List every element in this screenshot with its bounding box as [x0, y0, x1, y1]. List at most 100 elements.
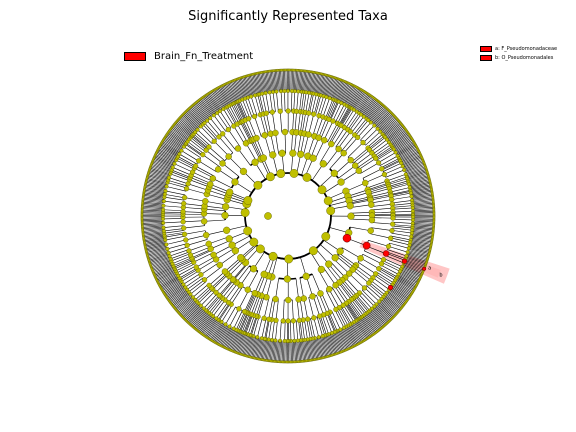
branch-line: [340, 329, 351, 349]
branch-line: [378, 301, 395, 317]
branch-line: [257, 296, 265, 317]
branch-line: [186, 188, 207, 195]
branch-line: [317, 74, 324, 95]
branch-line: [189, 107, 204, 124]
branch-line: [249, 74, 256, 96]
taxon-node: [362, 179, 369, 187]
branch-line: [408, 176, 429, 183]
branch-line: [283, 340, 285, 362]
branch-line: [250, 140, 261, 160]
branch-line: [387, 176, 407, 184]
branch-line: [410, 241, 431, 247]
branch-line: [360, 317, 374, 335]
branch-line: [275, 278, 279, 300]
branch-line: [183, 207, 205, 210]
branch-line: [218, 279, 234, 296]
taxon-node: [251, 158, 259, 166]
branch-line: [379, 266, 398, 278]
taxon-node: [385, 243, 392, 249]
taxon-node: [377, 299, 382, 304]
branch-line: [315, 73, 321, 95]
branch-line: [411, 193, 433, 198]
branch-line: [144, 188, 166, 193]
branch-line: [363, 315, 377, 333]
branch-line: [331, 333, 339, 354]
branch-line: [410, 186, 432, 192]
branch-line: [143, 233, 165, 238]
branch-line: [244, 314, 252, 334]
branch-line: [232, 103, 243, 122]
branch-line: [233, 263, 248, 281]
taxon-node: [261, 315, 267, 321]
taxon-node: [389, 228, 395, 234]
branch-line: [362, 316, 376, 334]
branch-line: [294, 340, 296, 362]
branch-line: [386, 173, 406, 182]
branch-line: [382, 120, 399, 135]
branch-line: [349, 324, 361, 343]
taxon-node: [161, 220, 166, 225]
branch-line: [319, 293, 328, 314]
branch-line: [226, 329, 236, 349]
branch-line: [319, 336, 325, 358]
branch-line: [326, 77, 334, 98]
branch-line: [218, 302, 230, 320]
branch-line: [353, 297, 367, 314]
branch-line: [369, 282, 386, 296]
branch-line: [213, 115, 227, 132]
branch-line: [324, 314, 333, 334]
taxon-node: [347, 129, 354, 135]
branch-line: [164, 194, 185, 199]
branch-line: [196, 256, 215, 268]
taxon-node: [202, 198, 209, 205]
branch-line: [237, 148, 251, 166]
branch-line: [408, 246, 430, 253]
branch-line: [271, 340, 275, 362]
branch-line: [402, 156, 422, 166]
branch-line: [146, 177, 168, 185]
branch-line: [246, 293, 256, 313]
branch-line: [183, 225, 205, 229]
branch-line: [370, 199, 392, 204]
branch-line: [168, 287, 186, 301]
branch-line: [224, 84, 235, 104]
taxon-node: [172, 161, 177, 166]
taxon-node: [328, 140, 335, 148]
branch-line: [144, 189, 166, 195]
branch-line: [351, 90, 363, 109]
branch-line: [216, 301, 229, 319]
branch-line: [208, 236, 229, 245]
branch-line: [383, 162, 402, 172]
taxon-node: [231, 247, 239, 255]
branch-line: [200, 98, 214, 116]
branch-line: [284, 132, 287, 154]
branch-line: [257, 274, 266, 295]
branch-line: [255, 73, 261, 95]
branch-line: [351, 116, 365, 133]
taxon-node: [225, 235, 233, 243]
branch-line: [198, 314, 212, 332]
branch-line: [143, 234, 165, 239]
branch-line: [234, 79, 243, 100]
branch-line: [145, 244, 167, 251]
branch-line: [367, 311, 382, 329]
branch-line: [371, 203, 393, 207]
branch-line: [390, 131, 408, 145]
branch-line: [204, 122, 219, 139]
branch-line: [338, 82, 348, 102]
branch-line: [270, 70, 274, 92]
taxon-node: [340, 149, 347, 157]
branch-line: [348, 324, 360, 344]
branch-line: [191, 106, 206, 123]
branch-line: [182, 114, 199, 130]
taxon-node: [170, 165, 175, 170]
branch-line: [391, 134, 410, 147]
branch-line: [214, 323, 226, 343]
taxon-node: [292, 68, 296, 72]
branch-line: [163, 221, 184, 224]
branch-line: [184, 112, 200, 128]
branch-line: [272, 340, 276, 362]
branch-line: [147, 176, 168, 183]
branch-line: [296, 299, 300, 321]
branch-line: [379, 116, 396, 132]
